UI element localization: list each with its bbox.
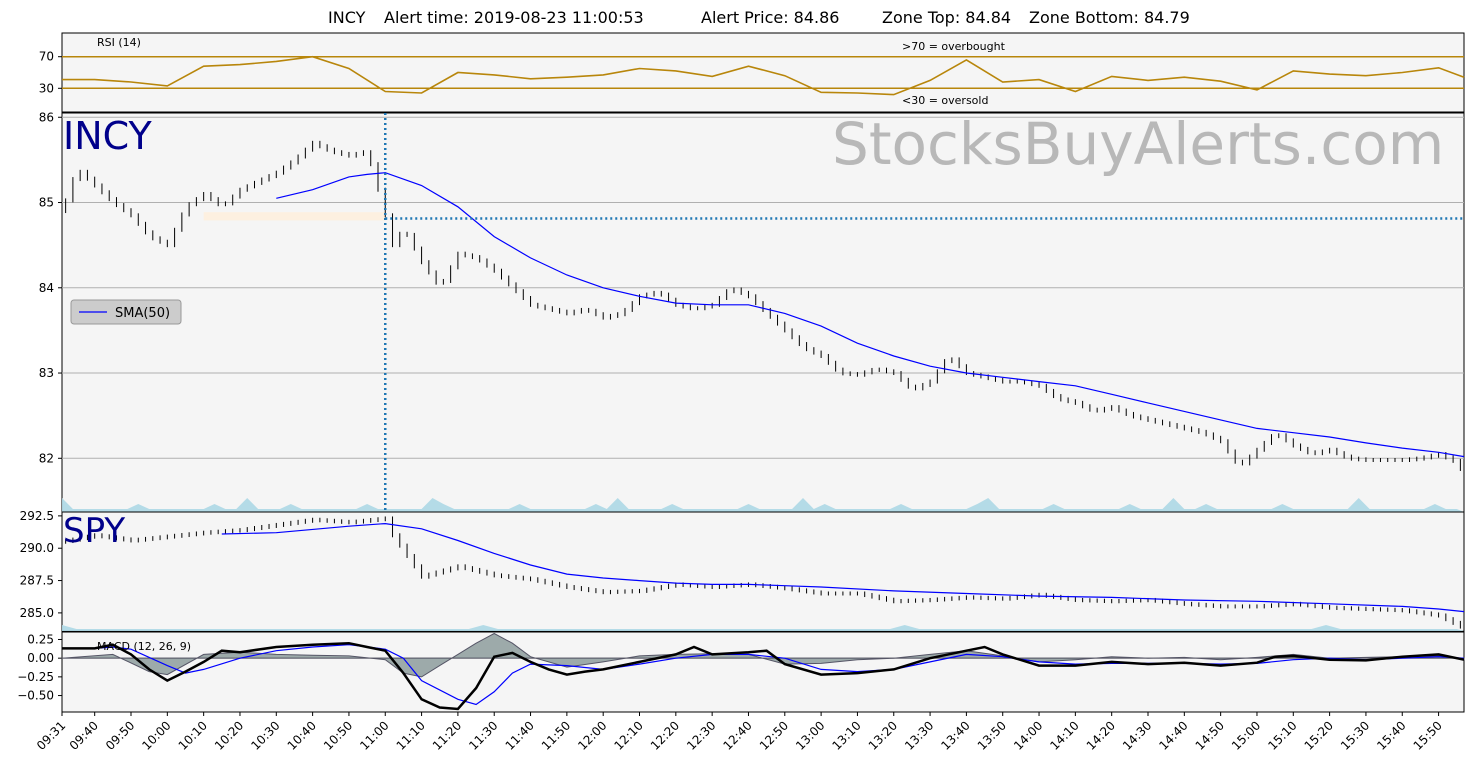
incy-panel-frame [61,112,1465,513]
watermark: StocksBuyAlerts.com [832,110,1444,178]
spy-sma50-line [221,522,1465,613]
rsi-oversold-label: <30 = oversold [902,94,988,107]
time-axis-tick-label: 11:20 [430,718,464,752]
incy-volume-area [62,498,1464,512]
time-axis-tick-label: 09:50 [103,718,137,752]
time-axis-tick-label: 15:40 [1374,718,1408,752]
time-axis-tick-label: 13:00 [793,718,827,752]
macd-line [62,641,1465,711]
rsi-line [62,55,1465,96]
time-axis-tick-label: 15:30 [1338,718,1372,752]
incy-axis-tick-label: 82 [39,451,54,465]
time-axis-tick-label: 11:50 [539,718,573,752]
time-axis-tick-label: 11:00 [357,718,391,752]
rsi-panel-frame [61,32,1465,113]
spy-axis-tick-label: 287.5 [20,574,54,588]
incy-axis-tick-label: 83 [39,366,54,380]
time-axis-tick-label: 11:10 [394,718,428,752]
time-axis-tick-label: 12:00 [575,718,609,752]
time-axis-tick-label: 10:40 [285,718,319,752]
time-axis-tick-label: 15:20 [1302,718,1336,752]
time-axis-tick-label: 12:20 [648,718,682,752]
spy-axis-tick-label: 290.0 [20,541,54,555]
macd-axis-tick-label: −0.25 [17,670,54,684]
macd-axis-tick-label: 0.25 [27,632,54,646]
time-axis-tick-label: 14:30 [1120,718,1154,752]
time-axis-tick-label: 13:40 [938,718,972,752]
rsi-axis-tick-label: 70 [39,50,54,64]
header-alert-time: Alert time: 2019-08-23 11:00:53 [384,8,644,27]
time-axis-tick-label: 09:31 [34,718,68,752]
macd-axis-tick-label: −0.50 [17,689,54,703]
time-axis-tick-label: 10:20 [212,718,246,752]
time-axis-tick-label: 13:20 [866,718,900,752]
time-axis-tick-label: 11:30 [466,718,500,752]
time-axis-tick-label: 15:00 [1229,718,1263,752]
time-axis-tick-label: 14:10 [1047,718,1081,752]
macd-axis-tick-label: 0.00 [27,651,54,665]
time-axis-tick-label: 14:50 [1193,718,1227,752]
time-axis-tick-label: 10:30 [248,718,282,752]
macd-panel-frame [61,631,1465,713]
time-axis-tick-label: 12:30 [684,718,718,752]
header-alert-price: Alert Price: 84.86 [701,8,839,27]
time-axis-tick-label: 15:10 [1265,718,1299,752]
incy-axis-tick-label: 85 [39,196,54,210]
time-axis-tick-label: 13:30 [902,718,936,752]
panels: 30 70 RSI (14) >70 = overbought <30 = overso… [17,32,1465,753]
time-axis-tick-label: 13:50 [975,718,1009,752]
spy-panel-frame [61,511,1465,632]
spy-axis-tick-label: 292.5 [20,509,54,523]
incy-axis-tick-label: 86 [39,110,54,124]
time-axis-tick-label: 10:00 [139,718,173,752]
rsi-overbought-label: >70 = overbought [902,40,1006,53]
incy-legend-label: SMA(50) [115,306,170,321]
time-axis-tick-label: 14:00 [1011,718,1045,752]
time-axis-tick-label: 10:10 [176,718,210,752]
header-zone-top: Zone Top: 84.84 [882,8,1011,27]
incy-sma50-line [276,172,1465,458]
incy-legend-box [70,299,182,325]
header-zone-bottom: Zone Bottom: 84.79 [1029,8,1190,27]
spy-ticker-label: SPY [63,511,125,551]
rsi-axis-tick-label: 30 [39,81,54,95]
time-axis-tick-label: 12:10 [612,718,646,752]
alert-zone-band [203,212,386,221]
spy-axis-tick-label: 285.0 [20,606,54,620]
time-axis-tick-label: 11:40 [503,718,537,752]
spy-volume-area [62,625,1464,631]
time-axis-tick-label: 12:50 [757,718,791,752]
time-axis-tick-label: 12:40 [720,718,754,752]
header-ticker: INCY [328,8,366,27]
time-axis-tick-label: 14:40 [1156,718,1190,752]
rsi-panel-title: RSI (14) [97,36,141,49]
time-axis-tick-label: 13:10 [829,718,863,752]
time-axis-tick-label: 10:50 [321,718,355,752]
time-axis-tick-label: 09:40 [67,718,101,752]
macd-panel-title: MACD (12, 26, 9) [97,640,191,653]
incy-ticker-label: INCY [63,114,152,158]
time-axis-tick-label: 14:20 [1084,718,1118,752]
incy-axis-tick-label: 84 [39,281,54,295]
time-axis-tick-label: 15:50 [1411,718,1445,752]
